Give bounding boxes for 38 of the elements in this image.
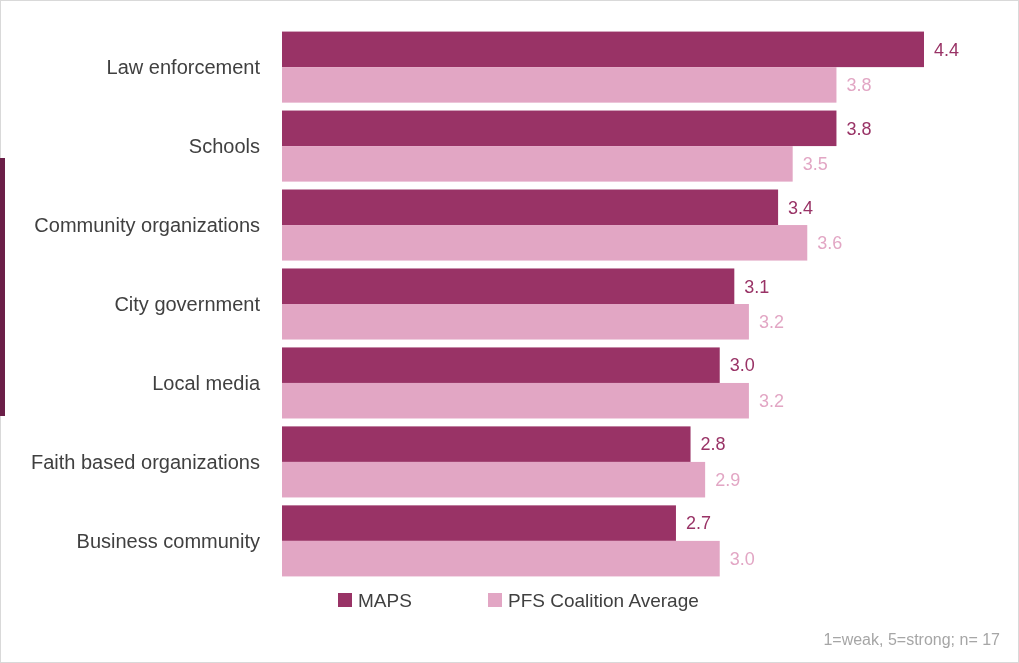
data-label: 2.8	[700, 434, 726, 455]
data-label: 2.7	[685, 513, 711, 534]
bar	[282, 382, 749, 419]
data-label: 3.0	[729, 548, 755, 569]
data-label: 3.8	[846, 118, 872, 139]
y-tick-label: Community organizations	[34, 214, 260, 237]
bar	[282, 268, 735, 304]
data-label: 3.2	[758, 312, 784, 333]
data-label: 3.1	[744, 276, 770, 297]
y-tick-label: Schools	[188, 135, 260, 158]
bar	[282, 31, 924, 68]
bar	[282, 304, 749, 340]
y-tick-label: Business community	[76, 529, 260, 552]
y-tick-label: Local media	[152, 371, 261, 394]
bar	[282, 146, 793, 182]
data-label: 3.6	[817, 233, 843, 254]
y-tick-label: Law enforcement	[106, 56, 261, 79]
bar	[282, 110, 837, 147]
bar	[282, 426, 691, 462]
data-label: 3.4	[788, 197, 814, 218]
data-label: 3.0	[729, 355, 755, 376]
bar	[282, 461, 706, 498]
text: 1=weak, 5=strong; n= 17	[823, 631, 1001, 648]
bar	[282, 67, 837, 103]
bar	[282, 505, 676, 541]
data-label: 4.4	[934, 39, 960, 60]
y-tick-label: Faith based organizations	[30, 450, 260, 473]
data-label: 3.8	[846, 75, 872, 96]
bar	[282, 225, 808, 261]
y-tick-label: City government	[114, 293, 261, 315]
legend-label: PFS Coalition Average	[508, 589, 699, 611]
data-label: 3.2	[758, 391, 784, 412]
data-label: 3.5	[802, 154, 828, 175]
bar	[282, 189, 779, 226]
legend-label: MAPS	[358, 589, 412, 611]
bar	[282, 540, 720, 577]
bar	[282, 347, 720, 383]
data-label: 2.9	[715, 469, 741, 490]
